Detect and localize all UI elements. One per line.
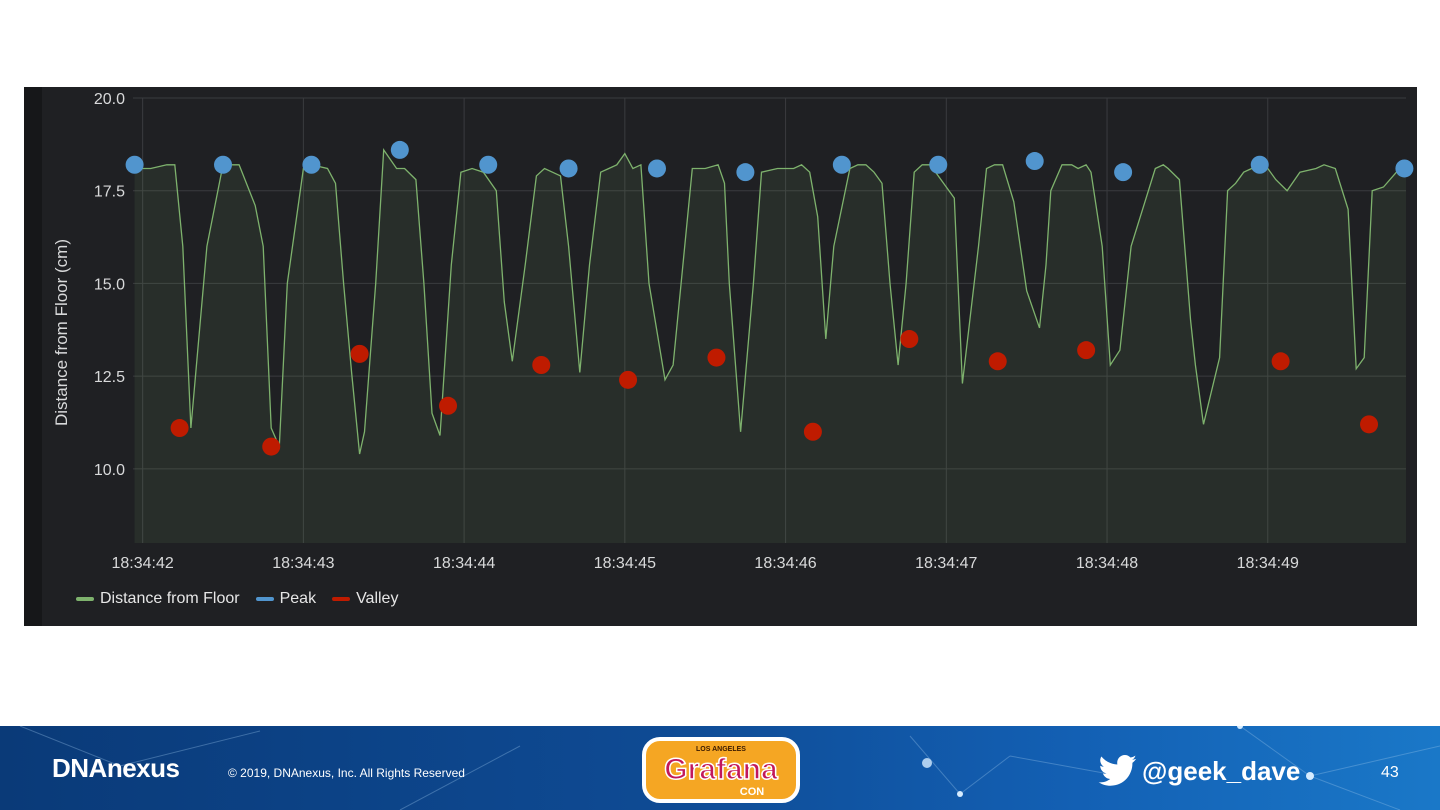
peak-point: [1395, 159, 1414, 178]
y-tick-label: 20.0: [94, 91, 125, 108]
valley-point: [350, 344, 369, 363]
legend-swatch: [255, 597, 274, 601]
chart-svg: 20.0 17.5 15.0 12.5 10.0 18:34:42 18:34:43 18:3…: [52, 91, 1414, 572]
legend-swatch: [332, 597, 351, 601]
y-axis-label: Distance from Floor (cm): [52, 239, 71, 426]
x-tick-label: 18:34:47: [915, 555, 977, 572]
twitter-handle: @geek_dave: [1142, 756, 1301, 786]
valley-point: [262, 437, 281, 456]
valley-point: [988, 352, 1007, 371]
logo-top-text: LOS ANGELES: [696, 746, 746, 753]
network-background: [19, 726, 1440, 810]
x-tick-label: 18:34:42: [112, 555, 174, 572]
peak-point: [559, 159, 578, 178]
peak-point: [832, 155, 851, 174]
peak-point: [302, 155, 321, 174]
y-tick-label: 15.0: [94, 276, 125, 293]
peak-point: [125, 155, 144, 174]
legend-item-peak[interactable]: Peak: [255, 590, 317, 608]
peak-point: [214, 155, 233, 174]
valley-point: [1077, 341, 1096, 360]
copyright-text: © 2019, DNAnexus, Inc. All Rights Reserv…: [228, 766, 465, 780]
panel-edge: [24, 87, 42, 626]
x-tick-label: 18:34:48: [1076, 555, 1138, 572]
twitter-icon: [1098, 755, 1137, 786]
legend-item-valley[interactable]: Valley: [332, 590, 398, 608]
x-tick-label: 18:34:44: [433, 555, 495, 572]
valley-point: [1271, 352, 1290, 371]
valley-point: [439, 396, 458, 415]
valley-point: [532, 356, 551, 374]
valley-point: [619, 370, 638, 389]
series-area-distance: [134, 149, 1407, 543]
x-tick-label: 18:34:46: [754, 555, 816, 572]
chart-panel: 20.0 17.5 15.0 12.5 10.0 18:34:42 18:34:43 18:3…: [24, 87, 1417, 626]
legend-swatch: [76, 597, 94, 601]
logo-sub-text: CON: [740, 786, 765, 798]
slide-footer: DNAnexus © 2019, DNAnexus, Inc. All Righ…: [0, 726, 1440, 810]
x-tick-label: 18:34:45: [594, 555, 656, 572]
legend-label: Distance from Floor: [100, 590, 240, 607]
dnanexus-logo: DNAnexus: [52, 753, 180, 783]
valley-point: [707, 348, 726, 367]
y-tick-label: 17.5: [94, 184, 125, 201]
legend-label: Peak: [279, 590, 317, 607]
y-tick-label: 12.5: [94, 369, 125, 386]
legend-item-distance-from-floor[interactable]: Distance from Floor: [76, 590, 240, 608]
x-tick-label: 18:34:49: [1237, 555, 1299, 572]
peak-point: [736, 163, 755, 182]
peak-point: [1025, 152, 1044, 171]
legend-label: Valley: [356, 590, 399, 607]
peak-point: [929, 155, 948, 174]
valley-point: [803, 422, 822, 441]
grafanacon-logo: LOS ANGELES Grafana CON: [642, 737, 800, 803]
peak-point: [647, 159, 666, 178]
chart-legend: Distance from Floor Peak Valley: [76, 590, 414, 608]
valley-point: [900, 330, 919, 349]
logo-main-text: Grafana: [664, 753, 778, 786]
valley-point: [170, 419, 189, 438]
peak-point: [1250, 155, 1269, 174]
y-tick-label: 10.0: [94, 462, 125, 479]
series-line-distance: [134, 147, 1407, 455]
x-tick-label: 18:34:43: [272, 555, 334, 572]
peak-point: [1114, 163, 1133, 182]
peak-point: [479, 155, 498, 174]
page-number: 43: [1381, 764, 1399, 781]
valley-point: [1360, 415, 1379, 434]
peak-point: [390, 140, 409, 159]
